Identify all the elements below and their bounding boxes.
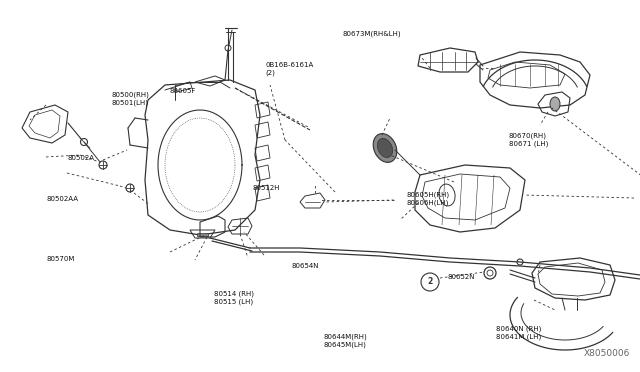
Text: 80654N: 80654N <box>291 263 319 269</box>
Text: 80644M(RH)
80645M(LH): 80644M(RH) 80645M(LH) <box>323 333 367 347</box>
Text: 80570M: 80570M <box>46 256 74 262</box>
Text: 80514 (RH)
80515 (LH): 80514 (RH) 80515 (LH) <box>214 291 255 305</box>
Text: 80500(RH)
80501(LH): 80500(RH) 80501(LH) <box>112 92 150 106</box>
Text: 2: 2 <box>428 278 433 286</box>
Ellipse shape <box>378 138 392 157</box>
Text: 80512H: 80512H <box>253 185 280 191</box>
Ellipse shape <box>373 134 397 162</box>
Text: 80652N: 80652N <box>448 274 476 280</box>
Text: 80640N (RH)
80641M (LH): 80640N (RH) 80641M (LH) <box>496 326 541 340</box>
Text: 80673M(RH&LH): 80673M(RH&LH) <box>342 30 401 37</box>
Text: 80502AA: 80502AA <box>46 196 78 202</box>
Text: 80502A: 80502A <box>67 155 94 161</box>
Text: 80605F: 80605F <box>170 88 196 94</box>
Polygon shape <box>197 233 208 236</box>
Text: 80670(RH)
80671 (LH): 80670(RH) 80671 (LH) <box>509 132 548 147</box>
Ellipse shape <box>550 97 560 111</box>
Text: 80605H(RH)
80606H(LH): 80605H(RH) 80606H(LH) <box>406 192 449 206</box>
Text: 0B16B-6161A
(2): 0B16B-6161A (2) <box>266 62 314 76</box>
Text: X8050006: X8050006 <box>584 349 630 358</box>
